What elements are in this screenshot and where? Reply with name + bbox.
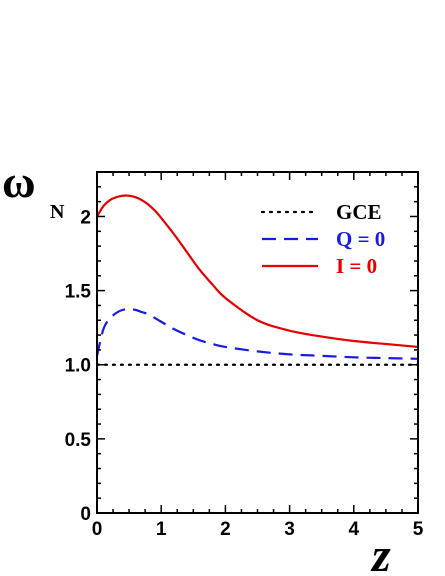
legend-label: GCE — [336, 200, 382, 224]
x-tick-label: 0 — [92, 519, 103, 540]
x-tick-label: 5 — [413, 519, 424, 540]
legend-label: Q = 0 — [336, 227, 385, 251]
x-tick-label: 4 — [349, 519, 360, 540]
legend-label: I = 0 — [336, 254, 377, 278]
y-tick-label: 1.5 — [65, 282, 92, 303]
series-line-i-0 — [96, 194, 419, 349]
y-tick-label: 2 — [80, 207, 91, 228]
series-line-q-0 — [95, 308, 419, 360]
y-tick-label: 0 — [80, 504, 91, 525]
x-tick-label: 3 — [284, 519, 295, 540]
y-axis-label-subscript: N — [50, 201, 65, 223]
y-axis-label: ω — [2, 156, 36, 207]
series-group — [95, 194, 420, 366]
axis-ticks — [96, 171, 419, 514]
legend: GCE Q = 0 I = 0 — [260, 200, 385, 278]
tick-labels: 0 1 2 3 4 5 0 0.5 1.0 1.5 2 — [65, 207, 424, 540]
x-axis-label: z — [370, 529, 391, 576]
x-tick-label: 1 — [156, 519, 167, 540]
y-tick-label: 0.5 — [65, 430, 92, 451]
y-tick-label: 1.0 — [65, 356, 91, 377]
x-tick-label: 2 — [220, 519, 231, 540]
